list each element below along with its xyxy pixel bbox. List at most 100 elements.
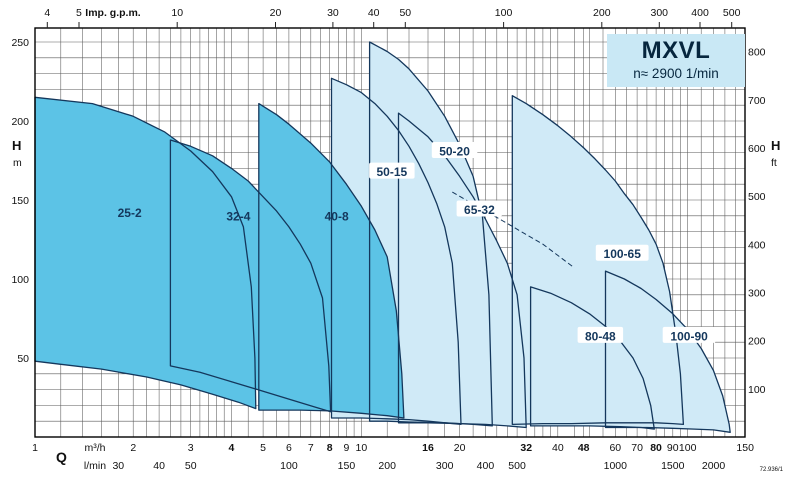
lmin-tick-150: 150 <box>338 460 356 472</box>
right-axis-unit: ft <box>771 157 777 169</box>
left-axis-unit: m <box>13 157 22 169</box>
right-tick-700: 700 <box>748 95 766 107</box>
top-axis-unit: Imp. g.p.m. <box>85 7 141 19</box>
right-tick-400: 400 <box>748 239 766 251</box>
lmin-tick-40: 40 <box>153 460 165 472</box>
gpm-tick-300: 300 <box>651 7 669 19</box>
m3h-tick-2: 2 <box>130 442 136 454</box>
right-tick-200: 200 <box>748 336 766 348</box>
gpm-tick-400: 400 <box>691 7 709 19</box>
right-tick-800: 800 <box>748 47 766 59</box>
m3h-tick-10: 10 <box>356 442 368 454</box>
left-axis-symbol: H <box>12 138 21 153</box>
region-outline-40-8 <box>258 102 405 419</box>
gpm-tick-40: 40 <box>368 7 380 19</box>
region-label-box <box>577 326 624 343</box>
region-label-box <box>662 326 716 343</box>
lmin-tick-50: 50 <box>185 460 197 472</box>
gpm-tick-20: 20 <box>270 7 282 19</box>
m3h-tick-6: 6 <box>286 442 292 454</box>
m3h-tick-40: 40 <box>552 442 564 454</box>
lmin-tick-400: 400 <box>477 460 495 472</box>
gpm-tick-200: 200 <box>593 7 611 19</box>
right-tick-500: 500 <box>748 191 766 203</box>
m3h-tick-80: 80 <box>650 442 662 454</box>
region-label-box <box>431 142 478 158</box>
left-tick-200: 200 <box>11 116 29 128</box>
gpm-tick-100: 100 <box>495 7 513 19</box>
chart-speed-note: n≈ 2900 1/min <box>633 66 719 82</box>
drawing-code: 72.936/1 <box>760 467 784 473</box>
region-100-90 <box>605 271 731 433</box>
m3h-tick-90: 90 <box>667 442 679 454</box>
plot-border <box>34 27 746 438</box>
lmin-tick-100: 100 <box>280 460 298 472</box>
region-fills <box>35 42 731 433</box>
region-outline-80-48 <box>529 286 655 430</box>
left-tick-150: 150 <box>11 195 29 207</box>
region-outline-50-20 <box>368 41 493 427</box>
lmin-tick-2000: 2000 <box>702 460 726 472</box>
left-tick-100: 100 <box>11 274 29 286</box>
region-label-box <box>369 162 415 179</box>
bottom-axis-symbol: Q <box>56 449 67 465</box>
region-outline-32-4 <box>169 139 332 413</box>
gpm-tick-500: 500 <box>723 7 741 19</box>
region-outlines <box>34 41 731 433</box>
m3h-tick-60: 60 <box>609 442 621 454</box>
m3h-tick-48: 48 <box>578 442 590 454</box>
gpm-tick-4: 4 <box>44 7 50 19</box>
region-label-40-8: 40-8 <box>325 209 349 223</box>
lmin-tick-500: 500 <box>508 460 526 472</box>
region-65-32 <box>398 113 527 428</box>
y-axis-left: 50 100 150 200 250 Hm <box>11 37 29 365</box>
lmin-tick-200: 200 <box>378 460 396 472</box>
region-outline-100-90 <box>604 270 731 433</box>
region-label-box <box>456 200 503 217</box>
right-tick-300: 300 <box>748 288 766 300</box>
m3h-tick-7: 7 <box>308 442 314 454</box>
title-box: MXVL n≈ 2900 1/min <box>607 34 745 88</box>
region-label-100-65: 100-65 <box>604 247 642 261</box>
m3h-tick-8: 8 <box>327 442 333 454</box>
right-tick-100: 100 <box>748 384 766 396</box>
m3h-tick-5: 5 <box>260 442 266 454</box>
m3h-tick-1: 1 <box>32 442 38 454</box>
gpm-tick-30: 30 <box>327 7 339 19</box>
m3h-tick-4: 4 <box>229 442 235 454</box>
lmin-tick-30: 30 <box>112 460 124 472</box>
region-label-box <box>595 244 649 261</box>
lmin-tick-1000: 1000 <box>604 460 628 472</box>
region-label-50-20: 50-20 <box>439 145 470 159</box>
gpm-tick-50: 50 <box>399 7 411 19</box>
m3h-tick-100: 100 <box>679 442 697 454</box>
lmin-tick-300: 300 <box>436 460 454 472</box>
m3h-tick-16: 16 <box>422 442 434 454</box>
region-outline-100-65 <box>511 95 685 426</box>
right-tick-600: 600 <box>748 143 766 155</box>
m3h-tick-9: 9 <box>343 442 349 454</box>
m3h-tick-70: 70 <box>631 442 643 454</box>
lmin-tick-1500: 1500 <box>661 460 685 472</box>
region-label-100-90: 100-90 <box>670 329 708 343</box>
region-label-65-32: 65-32 <box>464 203 495 217</box>
region-label-32-4: 32-4 <box>226 209 250 223</box>
region-label-80-48: 80-48 <box>585 329 616 343</box>
bottom-unit-m3h: m³/h <box>85 442 106 454</box>
gpm-tick-10: 10 <box>171 7 183 19</box>
region-label-25-2: 25-2 <box>118 206 142 220</box>
region-outline-25-2 <box>34 96 257 410</box>
left-tick-50: 50 <box>17 353 29 365</box>
m3h-tick-32: 32 <box>520 442 532 454</box>
right-axis-symbol: H <box>771 138 780 153</box>
region-label-50-15: 50-15 <box>376 165 407 179</box>
left-tick-250: 250 <box>11 37 29 49</box>
m3h-tick-3: 3 <box>188 442 194 454</box>
y-axis-right: 100 200 300 400 500 600 700 800 Hft <box>748 47 780 396</box>
bottom-unit-lmin: l/min <box>84 460 106 472</box>
gpm-tick-5: 5 <box>76 7 82 19</box>
region-labels: 25-2 32-4 40-8 50-15 50-20 65-32 100-65 80-48 10… <box>118 142 716 343</box>
